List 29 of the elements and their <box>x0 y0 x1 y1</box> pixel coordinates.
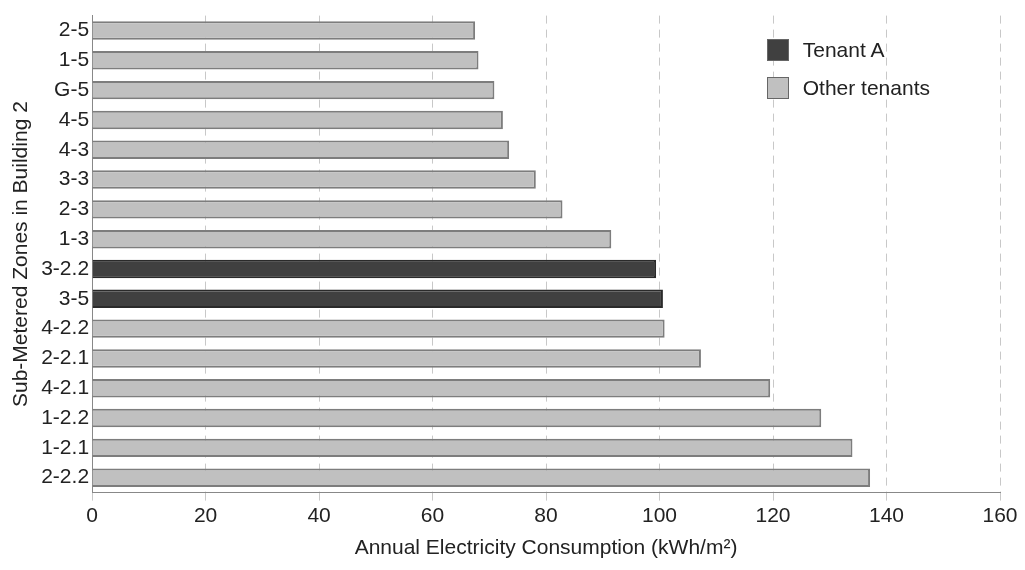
x-tick-label: 120 <box>755 503 791 526</box>
y-tick-label: 2-2.2 <box>41 464 90 488</box>
x-tick-label: 20 <box>193 503 218 526</box>
x-tick-label: 40 <box>307 503 331 526</box>
x-axis-title: Annual Electricity Consumption (kWh/m²) <box>354 535 738 559</box>
y-tick-label: 2-3 <box>58 196 90 220</box>
y-tick-label: 1-2.2 <box>41 404 90 428</box>
y-tick-label: 2-2.1 <box>41 345 90 369</box>
y-tick-label: 4-2.2 <box>41 315 90 339</box>
legend-label: Other tenants <box>802 76 930 100</box>
y-tick-label: 3-3 <box>58 166 90 190</box>
y-tick-label: 4-5 <box>58 106 90 130</box>
x-tick-label: 0 <box>86 503 98 526</box>
y-axis-title: Sub-Metered Zones in Building 2 <box>8 101 32 408</box>
y-tick-label: 4-3 <box>58 136 90 160</box>
y-tick-label: 3-2.2 <box>41 255 90 279</box>
y-tick-label: G-5 <box>54 76 90 100</box>
y-tick-label: 2-5 <box>58 17 90 41</box>
legend-label: Tenant A <box>802 38 885 62</box>
y-tick-label: 1-2.1 <box>41 434 90 458</box>
y-tick-label: 3-5 <box>58 285 90 309</box>
x-tick-label: 140 <box>868 503 905 526</box>
y-tick-label: 4-2.1 <box>41 375 90 399</box>
y-tick-label: 1-3 <box>58 225 90 249</box>
y-tick-label: 1-5 <box>58 47 90 71</box>
x-tick-label: 160 <box>982 503 1018 526</box>
x-tick-label: 80 <box>534 503 558 526</box>
x-tick-label: 100 <box>642 503 678 526</box>
x-tick-label: 60 <box>420 503 445 526</box>
